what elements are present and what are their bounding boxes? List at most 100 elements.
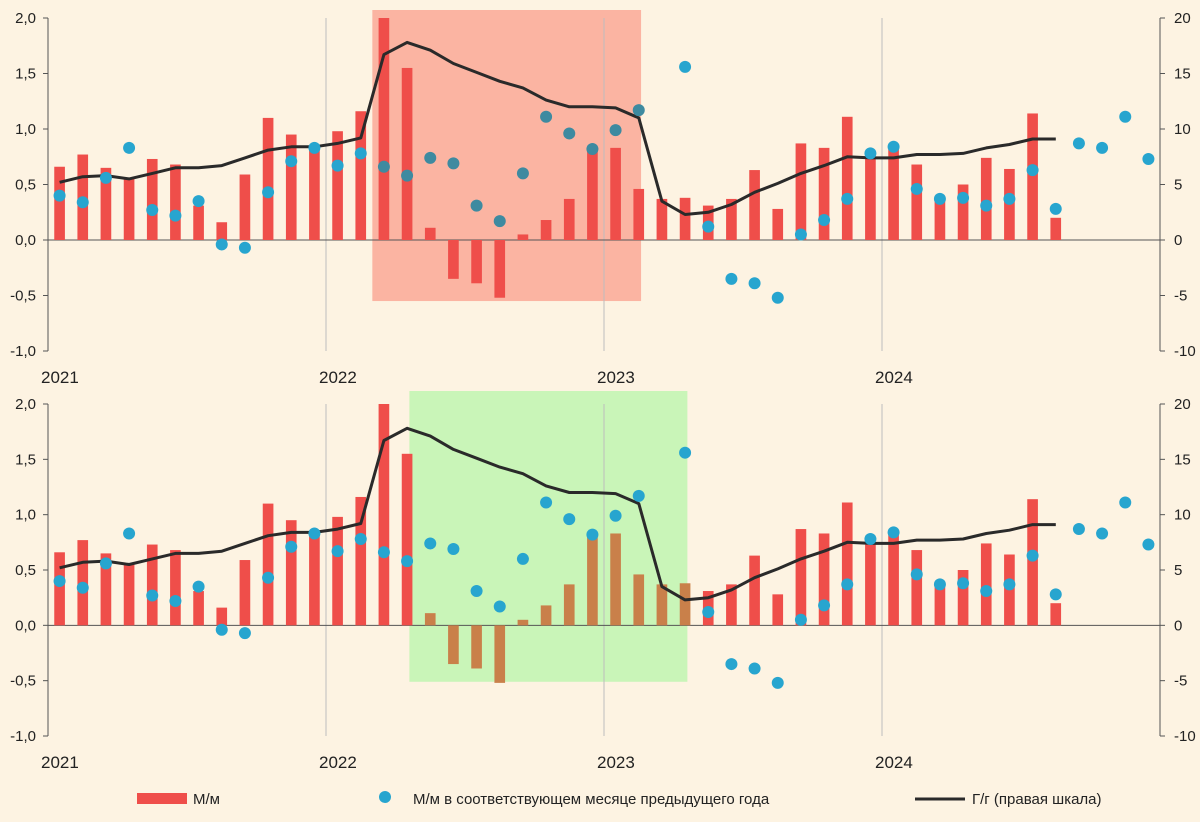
dot-prev-year (424, 537, 437, 550)
bar-mm (633, 574, 645, 626)
bar-mm (563, 584, 575, 626)
bar-mm (726, 198, 737, 240)
right-tick-label: 0 (1174, 232, 1182, 249)
bar-mm (494, 240, 506, 298)
dot-prev-year (76, 196, 89, 209)
dot-prev-year (1003, 578, 1016, 591)
bar-mm (471, 240, 482, 284)
dot-prev-year (516, 167, 529, 180)
bar-mm (679, 197, 691, 240)
dot-prev-year (401, 169, 414, 182)
right-tick-label: 10 (1174, 507, 1191, 524)
right-tick-label: 15 (1174, 451, 1191, 468)
bar-mm (309, 534, 320, 626)
dot-prev-year (1049, 588, 1062, 601)
dot-prev-year (146, 204, 159, 217)
left-tick-label: 1,0 (15, 507, 36, 524)
left-tick-label: 0,0 (15, 232, 36, 249)
dot-prev-year (53, 575, 66, 588)
dot-prev-year (818, 599, 831, 612)
dot-prev-year (887, 140, 900, 153)
bar-mm (610, 147, 621, 240)
bar-mm (841, 116, 853, 240)
dot-prev-year (609, 509, 622, 522)
bar-mm (146, 544, 158, 626)
dot-prev-year (123, 141, 136, 154)
left-tick-label: -0,5 (10, 673, 36, 690)
bar-mm (193, 205, 204, 240)
bar-mm (332, 516, 343, 626)
dot-prev-year (238, 627, 251, 640)
dot-prev-year (331, 545, 344, 558)
right-tick-label: 10 (1174, 121, 1191, 138)
dot-prev-year (308, 527, 321, 540)
dot-prev-year (470, 199, 483, 212)
bar-mm (146, 158, 158, 240)
right-tick-label: -10 (1174, 728, 1196, 745)
bar-mm (934, 586, 946, 626)
bar-mm (401, 453, 413, 626)
dot-prev-year (99, 171, 112, 184)
left-tick-label: 0,5 (15, 177, 36, 194)
dot-prev-year (146, 589, 159, 602)
bar-mm (749, 170, 760, 240)
dot-prev-year (1072, 137, 1085, 150)
dot-prev-year (1142, 152, 1155, 165)
dot-prev-year (377, 160, 390, 173)
bar-mm (355, 111, 367, 241)
dot-prev-year (493, 600, 506, 613)
x-tick-label: 2022 (319, 368, 357, 387)
left-tick-label: -0,5 (10, 288, 36, 305)
x-tick-label: 2022 (319, 753, 357, 772)
bar-mm (679, 583, 691, 626)
dot-prev-year (424, 151, 437, 164)
bar-mm (54, 552, 65, 626)
dot-prev-year (192, 580, 205, 593)
bar-mm (123, 563, 135, 626)
dot-prev-year (632, 104, 645, 117)
bar-mm (795, 529, 807, 626)
dot-prev-year (192, 195, 205, 208)
left-tick-label: 0,5 (15, 562, 36, 579)
bar-mm (1050, 603, 1062, 626)
dot-prev-year (910, 568, 923, 581)
bar-mm (100, 553, 112, 626)
right-tick-label: 20 (1174, 10, 1191, 27)
right-tick-label: 5 (1174, 562, 1182, 579)
left-tick-label: 2,0 (15, 10, 36, 27)
left-tick-label: -1,0 (10, 728, 36, 745)
dot-prev-year (563, 127, 576, 140)
right-tick-label: 5 (1174, 177, 1182, 194)
dot-prev-year (771, 291, 784, 304)
bar-mm (123, 177, 135, 240)
left-tick-label: 2,0 (15, 396, 36, 413)
dot-prev-year (771, 676, 784, 689)
dot-prev-year (285, 155, 298, 168)
dot-prev-year (76, 581, 89, 594)
dot-prev-year (702, 606, 715, 619)
dot-prev-year (169, 594, 182, 607)
dot-prev-year (447, 542, 460, 555)
dot-prev-year (215, 623, 228, 636)
bar-mm (888, 530, 899, 626)
bar-mm (818, 533, 830, 626)
bar-mm (216, 607, 228, 626)
highlight-region-top (372, 10, 642, 302)
dot-prev-year (748, 277, 761, 290)
bar-mm (749, 555, 760, 626)
right-tick-label: -5 (1174, 673, 1187, 690)
bar-mm (656, 584, 668, 626)
dot-prev-year (238, 241, 251, 254)
bar-mm (285, 520, 297, 626)
dot-prev-year (331, 159, 344, 172)
dot-prev-year (540, 110, 553, 123)
dot-prev-year (679, 60, 692, 73)
dot-prev-year (540, 496, 553, 509)
dot-prev-year (447, 157, 460, 170)
dot-prev-year (841, 578, 854, 591)
dot-prev-year (262, 571, 275, 584)
yoy-line (59, 40, 1056, 216)
left-tick-label: 0,0 (15, 617, 36, 634)
legend-swatch-bar (137, 793, 187, 804)
dot-prev-year (169, 209, 182, 222)
